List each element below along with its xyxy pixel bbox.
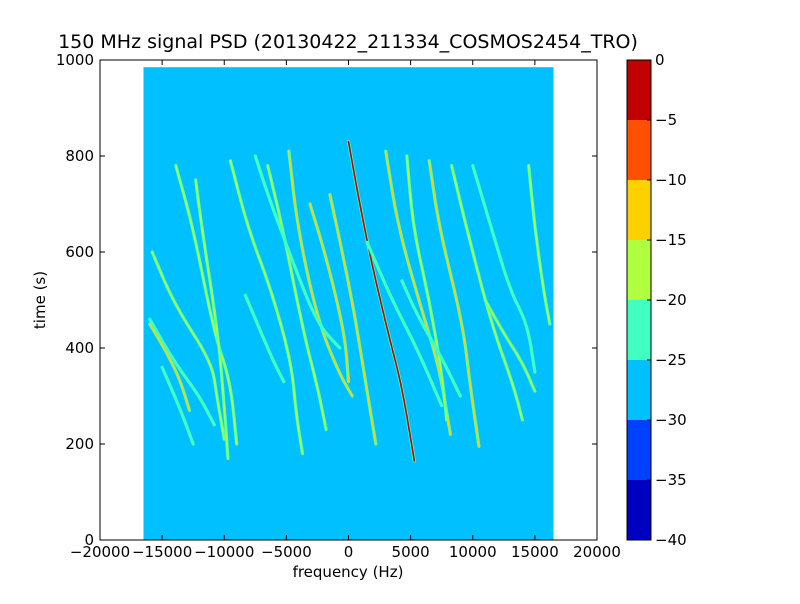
x-tick-label: −20000 [70,543,130,561]
colorbar-tick-label: −10 [655,171,687,189]
colorbar-segment [627,360,651,420]
signal-trace [527,164,551,325]
x-tick-label: 20000 [573,543,621,561]
colorbar-tick-label: −15 [655,231,687,249]
y-tick-label: 0 [84,531,94,549]
colorbar-tick-label: −25 [655,351,687,369]
colorbar-tick-label: −30 [655,411,687,429]
signal-trace [151,251,226,440]
data-background [143,67,554,540]
x-tick-label: 5000 [392,543,430,561]
y-tick-label: 800 [65,147,94,165]
y-tick-label: 1000 [56,51,94,69]
y-tick-label: 600 [65,243,94,261]
signal-trace [174,164,238,445]
signal-trace [161,366,194,445]
plot-layer [143,67,554,540]
colorbar-tick-label: −20 [655,291,687,309]
signal-trace [229,160,304,455]
x-tick-label: 10000 [449,543,497,561]
colorbar-segment [627,180,651,240]
x-axis-label: frequency (Hz) [293,563,404,581]
y-axis-label: time (s) [31,271,49,329]
signal-trace [428,160,480,448]
x-tick-label: −5000 [261,543,312,561]
colorbar: −40 −35 −30 −25 −20 −15 −10 −5 0 [626,51,687,549]
chart-title: 150 MHz signal PSD (20130422_211334_COSM… [58,31,638,53]
signal-trace [309,203,350,383]
signal-trace [148,323,191,412]
signal-trace [288,150,354,397]
x-tick-label: 0 [344,543,354,561]
y-tick-label: 400 [65,339,94,357]
colorbar-tick-label: −5 [655,111,677,129]
colorbar-tick-label: −35 [655,471,687,489]
signal-trace [484,299,536,392]
signal-trace [347,140,416,462]
axes-layer: −20000 −15000 −10000 −5000 0 5000 10000 15000 20… [56,51,621,561]
signal-trace [450,164,524,421]
x-tick-label: −15000 [132,543,192,561]
signal-trace [244,294,285,383]
x-tick-label: 15000 [511,543,559,561]
signal-trace [401,280,462,397]
colorbar-segment [627,480,651,540]
colorbar-segment [627,120,651,180]
signal-trace [384,150,452,436]
signal-trace [266,164,327,431]
signal-trace [471,164,536,373]
signal-trace [254,155,341,349]
signal-trace [194,179,229,460]
signal-trace [329,193,377,445]
colorbar-segment [627,240,651,300]
y-tick-label: 200 [65,435,94,453]
signal-trace [366,241,443,407]
signal-trace [406,155,448,421]
x-tick-label: −10000 [194,543,254,561]
colorbar-segment [627,300,651,360]
colorbar-segment [627,60,651,120]
colorbar-segment [627,420,651,480]
colorbar-tick-label: −40 [655,531,687,549]
colorbar-tick-label: 0 [655,51,665,69]
signal-trace [148,318,216,426]
